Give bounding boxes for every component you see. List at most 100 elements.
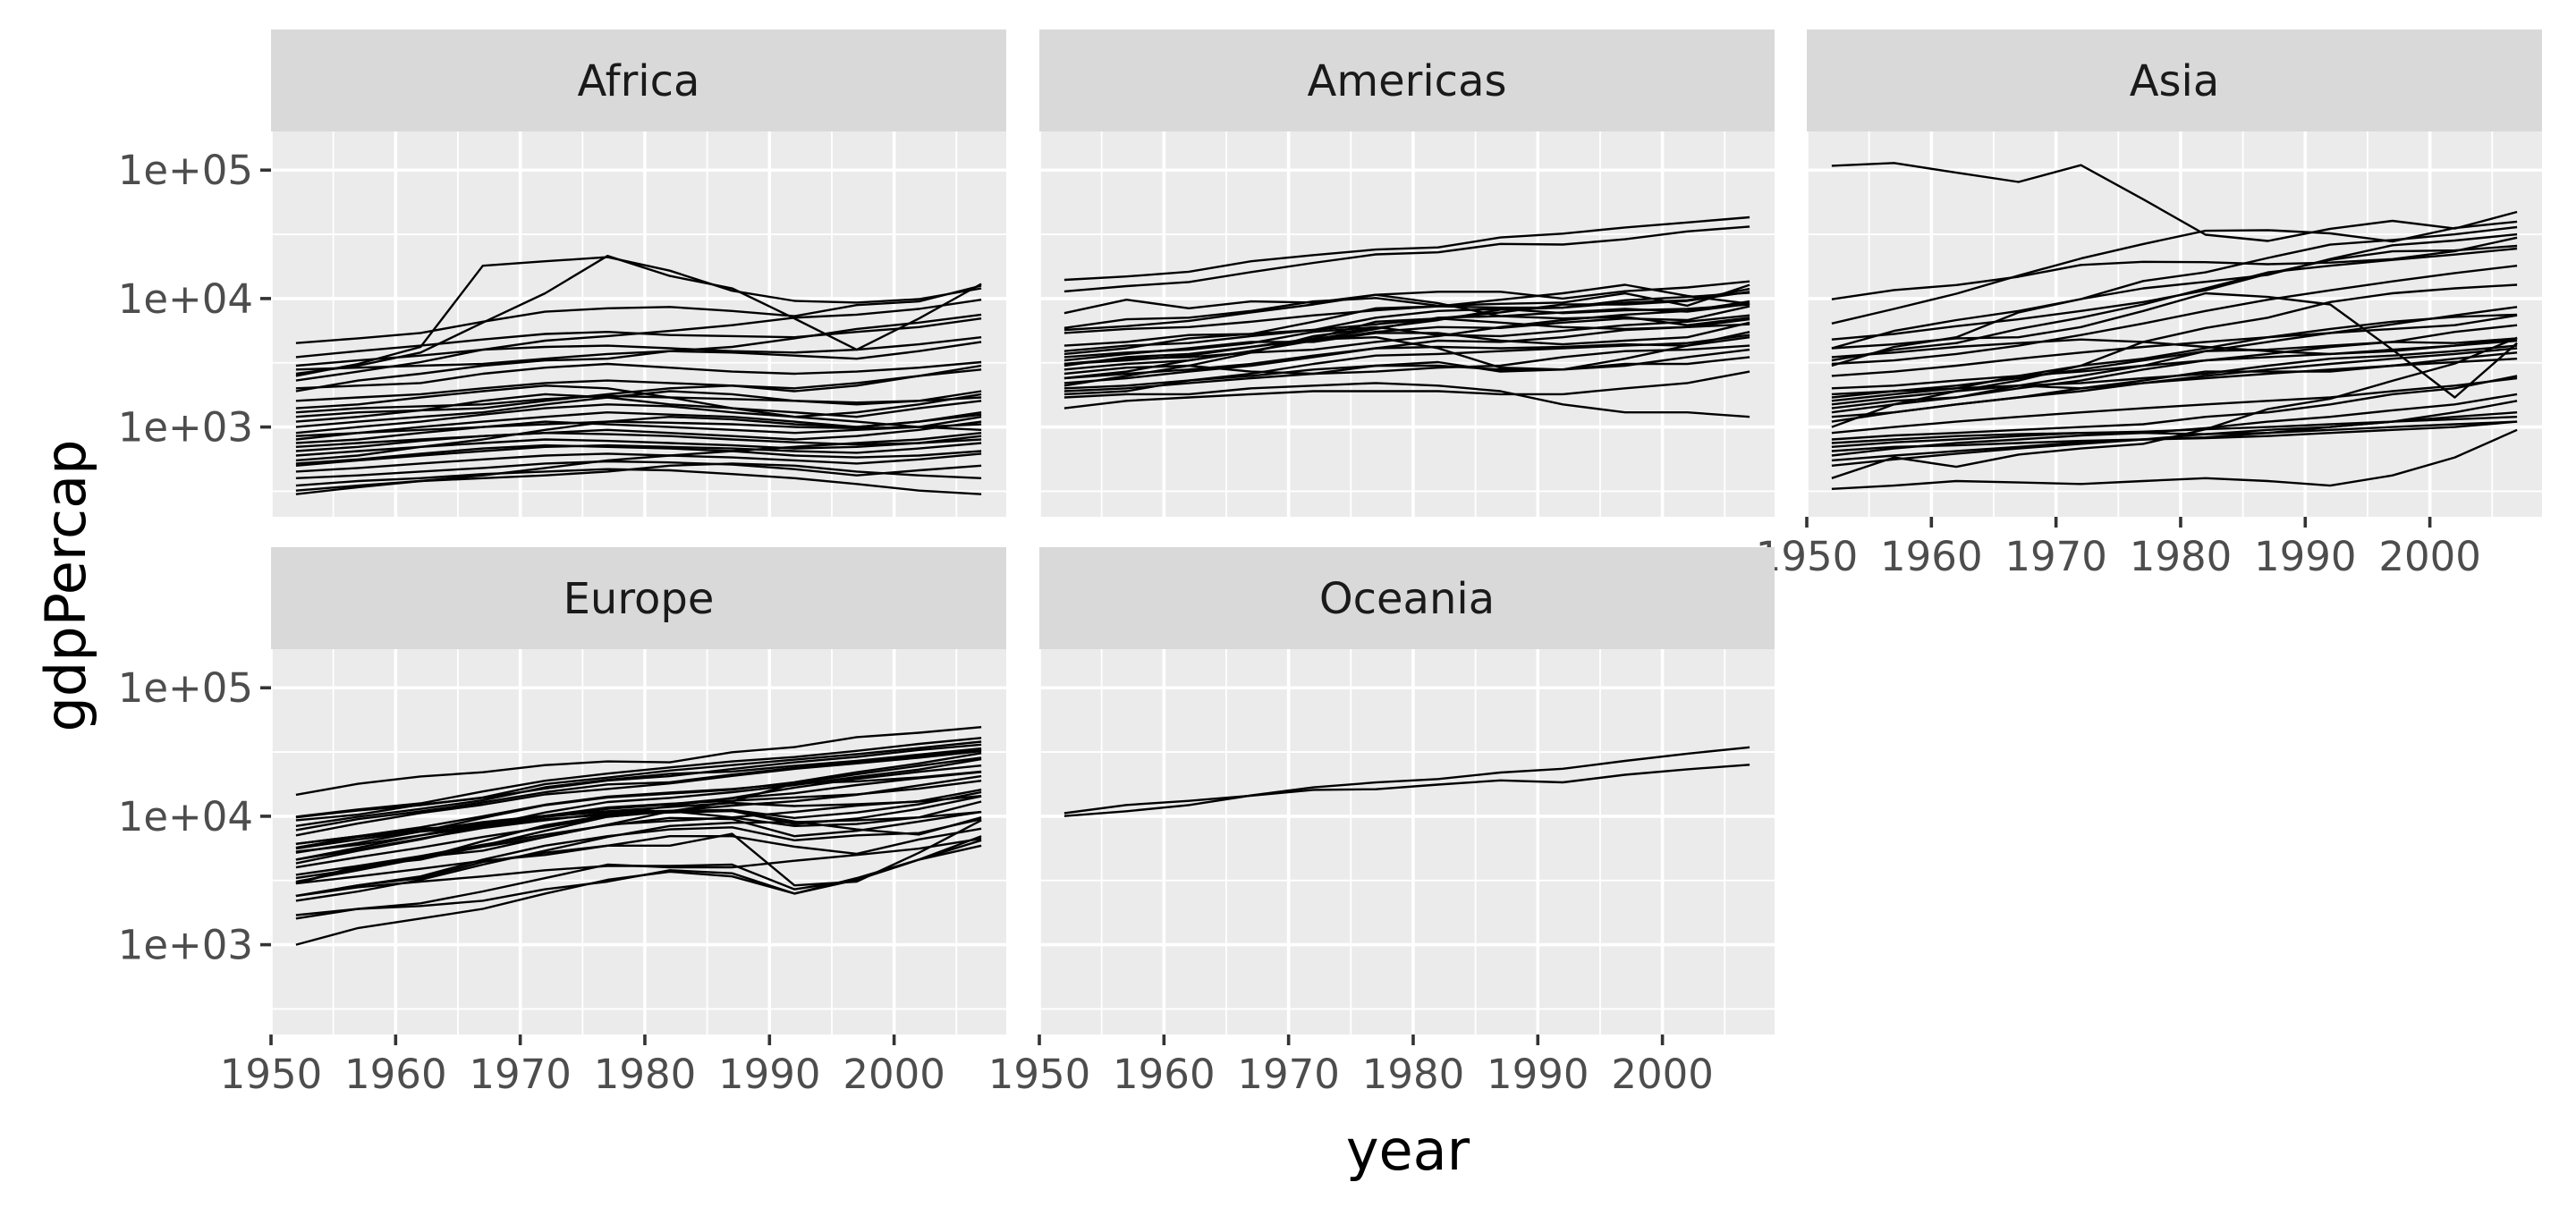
x-tick-label: 2000 (1611, 1051, 1714, 1098)
series-line (295, 416, 982, 444)
series-line (295, 255, 982, 376)
x-tick-label: 2000 (2378, 533, 2481, 580)
series-line (1063, 317, 1750, 347)
series-line (295, 384, 982, 431)
series-line (1063, 344, 1750, 393)
series-line (1063, 370, 1750, 410)
series-line (1831, 265, 2518, 366)
series-line (295, 452, 982, 473)
series-line (1063, 283, 1750, 356)
series-line (295, 394, 982, 414)
series-line (295, 317, 982, 359)
facet-strip-label: Oceania (1319, 574, 1495, 624)
series-line (1831, 232, 2518, 350)
series-line (295, 413, 982, 462)
series-line (1831, 420, 2518, 444)
y-tick-label: 1e+03 (118, 922, 253, 969)
series-line (1831, 306, 2518, 399)
series-line (1831, 376, 2518, 435)
x-tick-label: 1960 (1880, 533, 1983, 580)
series-line (1063, 746, 1750, 817)
series-line (1831, 283, 2518, 428)
series-line (1831, 162, 2518, 242)
series-line (295, 726, 982, 797)
series-line (295, 749, 982, 837)
series-line (1831, 236, 2518, 300)
y-tick-label: 1e+04 (118, 275, 253, 323)
x-axis-title: year (1346, 1118, 1470, 1183)
facet-strip (1039, 30, 1775, 131)
series-line (1063, 331, 1750, 371)
series-line (295, 364, 982, 402)
series-line (1831, 416, 2518, 448)
series-line (295, 460, 982, 479)
series-line (1063, 283, 1750, 329)
facet-europe: Europe 1e+03 1e+04 1e+05 1950 1960 1970 1980 199… (118, 547, 1006, 1098)
series-line (295, 420, 982, 448)
x-tick-label: 1980 (1362, 1051, 1465, 1098)
series-line (295, 817, 982, 898)
facet-panels: Africa 1e+03 1e+04 1e+05 Americas Asia 1950 196… (118, 30, 2542, 1098)
series-line (1063, 293, 1750, 326)
series-line (1063, 336, 1750, 380)
series-line (1063, 291, 1750, 367)
series-line (1831, 420, 2518, 452)
series-line (1063, 302, 1750, 380)
facet-strip (271, 547, 1006, 649)
series-line (1063, 280, 1750, 332)
series-line (1063, 314, 1750, 359)
series-line (1831, 339, 2518, 390)
panel-background (1039, 649, 1775, 1034)
facet-oceania: Oceania 1950 1960 1970 1980 1990 2000 (988, 547, 1775, 1098)
facet-strip (271, 30, 1006, 131)
panel-background (271, 131, 1006, 517)
series-line (295, 468, 982, 495)
facet-africa: Africa 1e+03 1e+04 1e+05 (118, 30, 1006, 517)
series-line (295, 837, 982, 916)
facet-strip-label: Europe (564, 574, 715, 624)
series-line (295, 284, 982, 344)
series-line (295, 743, 982, 822)
series-group (1063, 215, 1750, 418)
x-tick-label: 1950 (220, 1051, 323, 1098)
series-group (1063, 746, 1750, 817)
facet-strip-label: Asia (2130, 56, 2220, 106)
series-line (295, 795, 982, 849)
x-tick-label: 1970 (2004, 533, 2107, 580)
series-line (295, 432, 982, 452)
series-line (295, 256, 982, 377)
series-line (295, 420, 982, 437)
series-line (1831, 344, 2518, 406)
series-line (295, 341, 982, 393)
series-line (295, 747, 982, 827)
x-tick-label: 1960 (344, 1051, 447, 1098)
series-line (1063, 382, 1750, 418)
series-line (1831, 358, 2518, 396)
series-line (295, 432, 982, 495)
facet-strip (1807, 30, 2542, 131)
y-tick-label: 1e+04 (118, 793, 253, 840)
series-line (1831, 375, 2518, 441)
y-axis-title: gdpPercap (33, 440, 98, 732)
series-line (1831, 428, 2518, 490)
series-line (295, 313, 982, 371)
x-tick-label: 1980 (594, 1051, 697, 1098)
series-line (1063, 356, 1750, 376)
facet-americas: Americas (1038, 30, 1775, 517)
series-line (1063, 225, 1750, 293)
y-tick-label: 1e+05 (118, 664, 253, 712)
x-tick-label: 1970 (469, 1051, 572, 1098)
series-line (295, 442, 982, 467)
series-line (295, 844, 982, 946)
x-tick-label: 2000 (843, 1051, 945, 1098)
series-line (1063, 764, 1750, 815)
y-tick-label: 1e+05 (118, 147, 253, 194)
facet-strip-label: Americas (1307, 56, 1506, 106)
series-line (295, 827, 982, 885)
series-line (1831, 347, 2518, 418)
series-line (295, 393, 982, 435)
series-line (295, 748, 982, 832)
series-line (295, 810, 982, 902)
